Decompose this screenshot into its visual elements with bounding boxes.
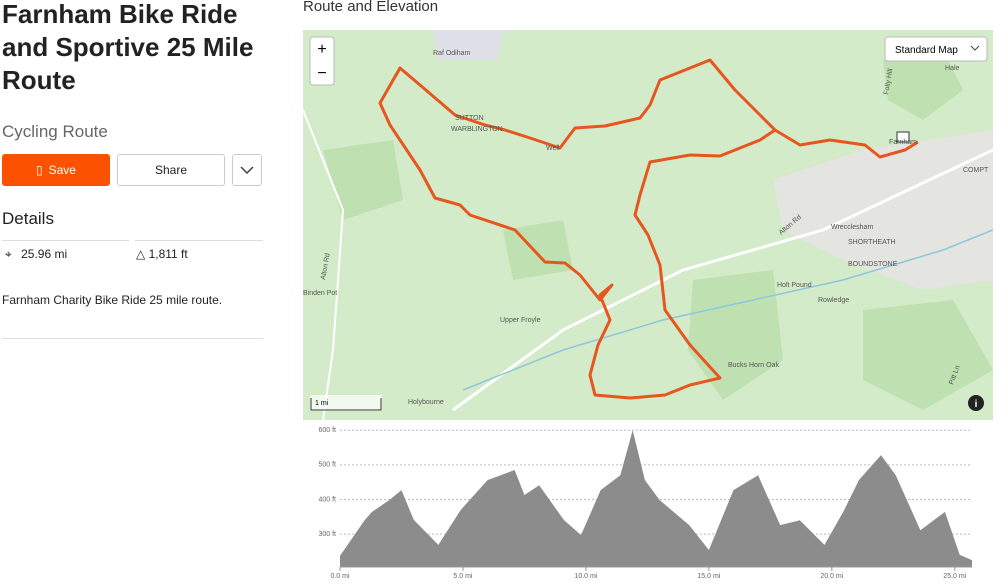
map-label: SHORTHEATH: [848, 239, 896, 246]
map-label: Wrecclesham: [831, 224, 873, 231]
map-label: Rowledge: [818, 297, 849, 304]
info-button[interactable]: [968, 395, 984, 411]
save-label: Save: [48, 163, 76, 177]
map: + − Standard Map 1 mi i Raf Odiham SUTTO…: [303, 30, 993, 420]
map-label: BOUNDSTONE: [848, 261, 898, 268]
distance-stat: ⌖ 25.96 mi: [5, 247, 68, 261]
urban: [773, 130, 993, 290]
scale-bar: [310, 398, 382, 411]
finish-flag: [896, 131, 910, 143]
zoom-control: [309, 36, 335, 86]
route: [378, 58, 919, 400]
divider: [2, 338, 263, 339]
river: [462, 229, 993, 391]
map-label: Binden Pot: [303, 290, 337, 297]
chevron: [240, 166, 254, 174]
divider: [2, 240, 129, 241]
elevation-stat: △ 1,811 ft: [136, 247, 188, 261]
x-tick-label: 0.0 mi: [330, 573, 350, 580]
distance: 25.96 mi: [21, 247, 68, 261]
x-tick-label: 5.0 mi: [453, 573, 473, 580]
zoom-in[interactable]: +: [317, 41, 326, 58]
section-heading: Route and Elevation: [303, 0, 439, 15]
x-tick-label: 15.0 mi: [697, 573, 720, 580]
map-label: Holybourne: [408, 399, 444, 406]
y-tick-label: 400 ft: [318, 496, 336, 503]
map-label: Upper Froyle: [500, 317, 541, 324]
divider: [135, 240, 263, 241]
road: [303, 109, 345, 420]
save-button[interactable]: ▯ Save: [2, 154, 110, 186]
map-label: Raf Odiham: [433, 50, 471, 57]
y-tick-label: 600 ft: [318, 427, 336, 434]
road: [452, 148, 993, 412]
elevation-gain: 1,811 ft: [148, 247, 188, 261]
description: Farnham Charity Bike Ride 25 mile route.: [2, 293, 223, 307]
map-label: Farnham: [889, 139, 917, 146]
map-label: SUTTON: [455, 115, 484, 122]
x-tick-label: 20.0 mi: [820, 573, 843, 580]
zoom-out[interactable]: −: [317, 65, 326, 82]
map-label: Holt Pound: [777, 282, 812, 289]
y-tick-label: 500 ft: [318, 462, 336, 469]
more-dropdown[interactable]: [232, 154, 262, 186]
elevation-area: [340, 430, 972, 567]
route-type: Cycling Route: [2, 122, 108, 141]
map-label: Bucks Horn Oak: [728, 362, 779, 369]
share-label: Share: [154, 163, 188, 177]
map-label: Alton Rd: [320, 253, 332, 281]
map-type: Standard Map: [895, 45, 958, 56]
map-label: Folly Hill: [883, 68, 895, 96]
route-title: Farnham Bike Ride and Sportive 25 Mile R…: [2, 0, 254, 95]
map-label: COMPT: [963, 167, 989, 174]
map-label: Hale: [945, 65, 960, 72]
airfield: [433, 30, 503, 60]
map-label: WARBLINGTON: [451, 126, 503, 133]
chevron: [970, 45, 980, 51]
info-icon: i: [975, 399, 978, 410]
scale-bar-bg: [310, 395, 382, 411]
share-button[interactable]: Share: [117, 154, 225, 186]
scale-label: 1 mi: [315, 400, 329, 407]
x-tick-label: 25.0 mi: [943, 573, 966, 580]
elevation-chart: 300 ft 400 ft 500 ft 600 ft 0.0 mi 5.0 mi 10.0…: [318, 427, 972, 580]
y-tick-label: 300 ft: [318, 531, 336, 538]
map-type-dropdown[interactable]: [884, 36, 988, 62]
details-heading: Details: [2, 209, 54, 228]
map-label: Well: [546, 145, 560, 152]
x-tick-label: 10.0 mi: [574, 573, 597, 580]
